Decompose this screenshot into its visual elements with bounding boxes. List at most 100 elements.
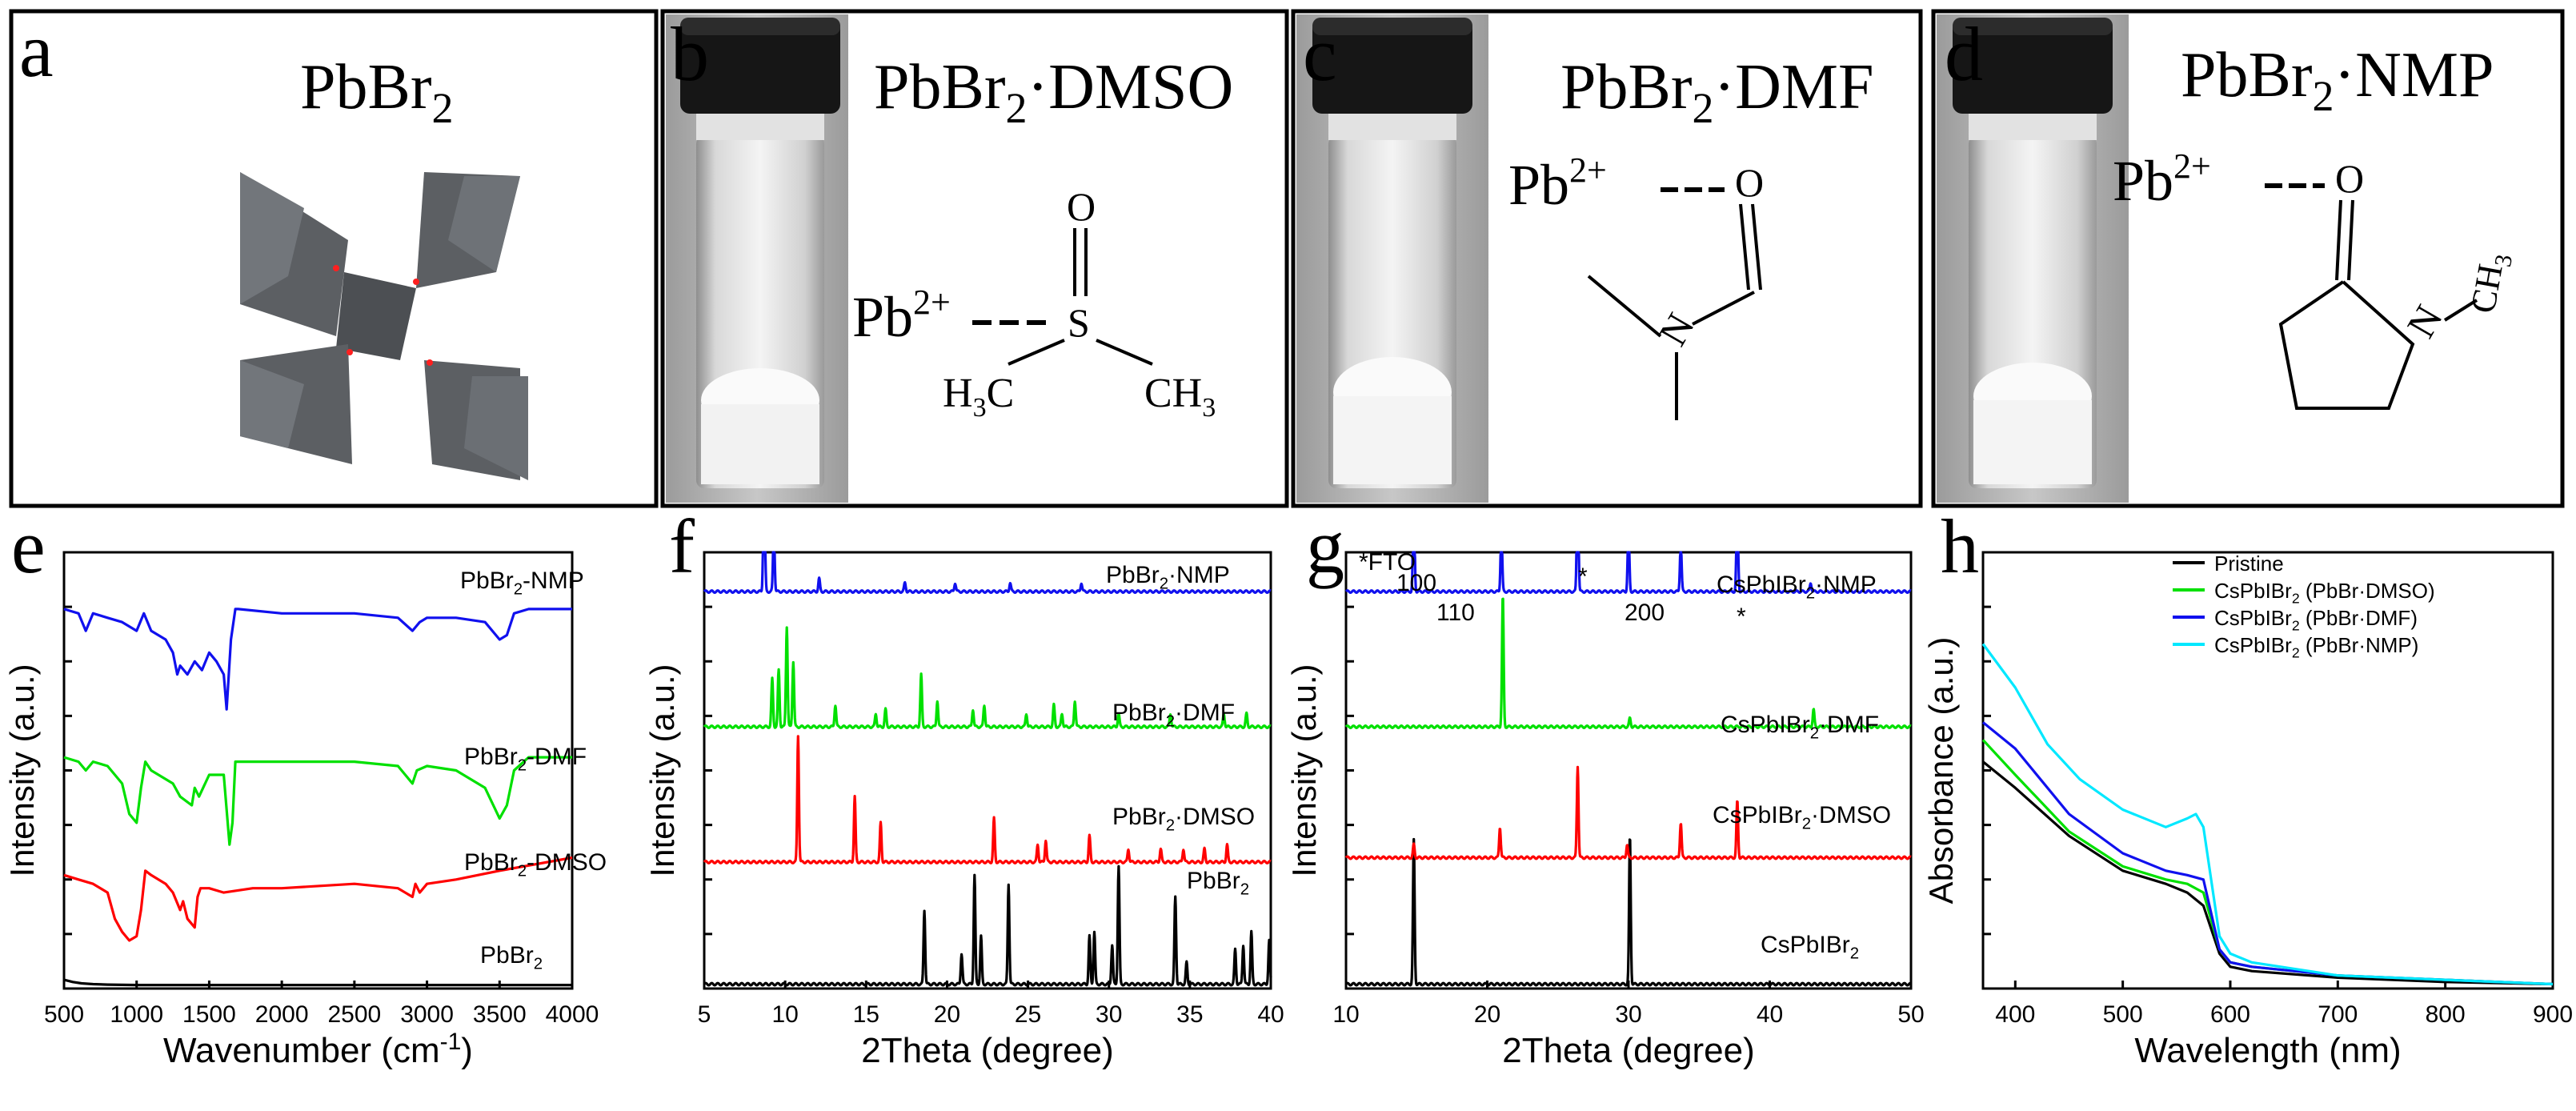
legend-label-1: CsPbIBr2 (PbBr·DMSO) [2214, 579, 2435, 607]
nmp-coordination-structure [2265, 183, 2478, 410]
x-tick-label-e: 4000 [546, 1001, 599, 1028]
annotation-p100: 100 [1396, 570, 1436, 596]
x-axis-label-g: 2Theta (degree) [1502, 1031, 1755, 1070]
series-label-f-2: PbBr2·DMF [1112, 700, 1235, 731]
dmso-h3c: H3C [943, 371, 1014, 423]
y-axis-label-h: Absorbance (a.u.) [1922, 637, 1960, 904]
series-label-e-1: PbBr2-DMSO [464, 849, 607, 880]
x-tick-label-g: 40 [1757, 1001, 1783, 1028]
series-label-f-3: PbBr2·NMP [1106, 562, 1230, 593]
chart-panel-h: h 400 500 600 700 800 900 Wavelength (nm) Absorb… [1922, 503, 2573, 1070]
dmf-coordination-structure [1587, 187, 1762, 420]
series-line-g-2 [1344, 597, 1913, 729]
x-axis-label-e: Wavenumber (cm-1) [163, 1029, 473, 1070]
series-line-h-1 [1981, 739, 2554, 986]
dmso-oxygen: O [1067, 184, 1096, 229]
panel-c: c PbBr2·DMF Pb2+ O N [1291, 9, 1923, 508]
panel-b-letter: b [671, 11, 709, 97]
series-label-g-0: CsPbIBr2 [1761, 932, 1859, 963]
series-line-g-1 [1344, 765, 1913, 860]
x-tick-label-f: 30 [1096, 1001, 1122, 1028]
vial-photo-nmp [1937, 14, 2129, 503]
panel-a: a PbBr2 [9, 7, 659, 508]
x-tick-label-f: 40 [1257, 1001, 1284, 1028]
panel-g-letter: g [1306, 503, 1344, 589]
y-axis-label-f: Intensity (a.u.) [643, 664, 681, 876]
x-tick-label-g: 20 [1474, 1001, 1500, 1028]
plot-frame-e [62, 551, 574, 990]
x-tick-label-e: 3500 [473, 1001, 527, 1028]
x-tick-label-g: 50 [1897, 1001, 1924, 1028]
panel-b: b PbBr2·DMSO O S Pb2+ H3C CH3 [660, 9, 1289, 508]
panel-b-title: PbBr2·DMSO [874, 52, 1233, 132]
dmso-ch3: CH3 [1144, 371, 1216, 423]
nmp-pb: Pb2+ [2113, 146, 2211, 213]
series-line-f-2 [703, 626, 1272, 729]
dmf-oxygen: O [1735, 160, 1764, 205]
x-tick-label-e: 2000 [255, 1001, 309, 1028]
dmso-sulfur: S [1068, 300, 1090, 345]
series-line-f-0 [703, 864, 1272, 987]
series-line-e-0 [63, 978, 572, 987]
series-label-g-2: CsPbIBr2·DMF [1721, 712, 1879, 743]
series-line-h-2 [1981, 721, 2554, 986]
series-label-e-0: PbBr2 [480, 942, 543, 973]
annotation-star1: * [1578, 564, 1588, 590]
x-tick-label-e: 500 [44, 1001, 84, 1028]
vial-photo-dmso [666, 14, 848, 503]
x-tick-label-e: 2500 [327, 1001, 381, 1028]
x-tick-label-h: 700 [2318, 1001, 2358, 1028]
annotation-p110: 110 [1436, 600, 1475, 626]
legend-label-2: CsPbIBr2 (PbBr·DMF) [2214, 606, 2418, 634]
series-label-e-2: PbBr2-DMF [464, 744, 587, 775]
series-label-f-1: PbBr2·DMSO [1112, 804, 1255, 835]
legend-label-3: CsPbIBr2 (PbBr·NMP) [2214, 633, 2418, 661]
series-line-f-3 [703, 551, 1272, 594]
x-tick-label-h: 500 [2103, 1001, 2143, 1028]
series-line-f-1 [703, 735, 1272, 864]
x-tick-label-f: 20 [934, 1001, 960, 1028]
legend-label-0: Pristine [2214, 551, 2284, 576]
dmf-pb: Pb2+ [1508, 150, 1607, 217]
series-label-g-3: CsPbIBr2·NMP [1717, 572, 1877, 603]
panel-d: d PbBr2·NMP Pb2+ O N CH3 [1931, 9, 2565, 508]
dmso-coordination-structure [972, 228, 1153, 366]
x-axis-label-h: Wavelength (nm) [2134, 1031, 2401, 1070]
annotation-fto: *FTO [1359, 549, 1416, 576]
dmso-pb: Pb2+ [852, 283, 951, 349]
panel-a-letter: a [19, 7, 54, 93]
y-axis-label-e: Intensity (a.u.) [3, 664, 41, 876]
chart-panel-f: f 5 10 15 20 25 30 35 40 2Theta (degree) Intensity… [643, 503, 1284, 1070]
series-label-g-1: CsPbIBr2·DMSO [1713, 802, 1891, 833]
x-tick-label-h: 600 [2210, 1001, 2250, 1028]
plot-frame-f [703, 551, 1272, 990]
panel-e-letter: e [11, 503, 46, 589]
x-tick-label-e: 3000 [400, 1001, 454, 1028]
nmp-ch3: CH3 [2463, 249, 2518, 317]
vial-photo-dmf [1296, 14, 1488, 503]
pbbr2-crystal-structure [240, 172, 528, 480]
x-tick-label-f: 10 [771, 1001, 798, 1028]
x-tick-label-h: 800 [2426, 1001, 2466, 1028]
x-tick-label-h: 400 [1995, 1001, 2035, 1028]
annotation-p200: 200 [1625, 600, 1665, 626]
series-label-e-3: PbBr2-NMP [460, 568, 584, 599]
x-tick-label-f: 5 [698, 1001, 711, 1028]
panel-h-letter: h [1941, 503, 1979, 589]
nmp-oxygen: O [2335, 156, 2364, 201]
series-line-e-1 [63, 856, 573, 942]
panel-f-letter: f [669, 503, 695, 589]
chart-panel-e: e 500 1000 1500 2000 2500 3000 3500 4000 Wavenumb… [3, 503, 607, 1070]
x-tick-label-g: 10 [1332, 1001, 1359, 1028]
series-line-h-0 [1981, 760, 2554, 986]
x-tick-label-e: 1000 [110, 1001, 163, 1028]
x-tick-label-e: 1500 [182, 1001, 236, 1028]
annotation-star2: * [1737, 604, 1746, 630]
x-tick-label-f: 15 [853, 1001, 879, 1028]
panel-c-title: PbBr2·DMF [1560, 52, 1874, 132]
panel-c-letter: c [1303, 11, 1337, 97]
series-line-e-3 [63, 608, 572, 711]
series-line-g-0 [1344, 837, 1913, 987]
x-tick-label-g: 30 [1615, 1001, 1641, 1028]
